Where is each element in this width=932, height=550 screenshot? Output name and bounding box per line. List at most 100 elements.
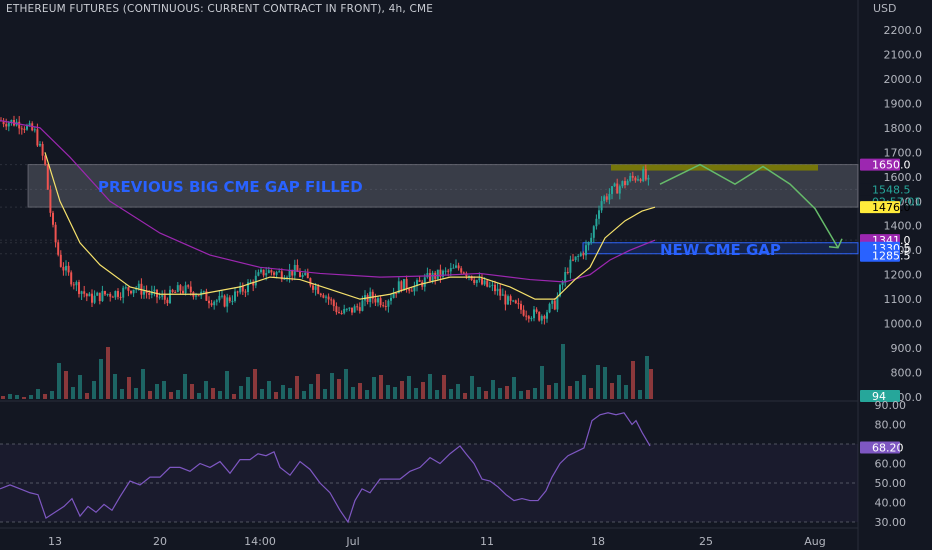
candle-body: [293, 264, 296, 276]
candle-body: [439, 269, 442, 277]
volume-bar: [568, 386, 572, 399]
volume-bar: [113, 374, 117, 399]
candle-body: [231, 300, 234, 302]
rsi-line: [0, 412, 651, 524]
candle-body: [72, 284, 75, 286]
candle-body: [356, 306, 359, 308]
price-tick-label: 1600.0: [884, 171, 923, 184]
volume-bar: [190, 384, 194, 399]
price-tick-label: 1000.0: [884, 318, 923, 331]
candle-body: [403, 279, 405, 291]
candle-body: [312, 285, 314, 290]
volume-bar: [106, 347, 110, 399]
volume-bars: [1, 344, 653, 399]
candle-body: [449, 268, 452, 272]
candle-body: [582, 253, 585, 256]
volume-bar: [428, 374, 432, 399]
new-gap-zone: [582, 242, 859, 255]
candle-body: [93, 295, 96, 303]
candle-body: [431, 272, 434, 282]
candle-body: [130, 290, 132, 294]
price-tag: 68.20: [860, 441, 904, 455]
candle-body: [234, 291, 236, 301]
candle-body: [522, 309, 525, 316]
candle-body: [447, 270, 450, 272]
candle-body: [205, 291, 208, 301]
candle-body: [631, 175, 634, 178]
candle-body: [358, 307, 361, 311]
candle-body: [26, 125, 28, 130]
candle-body: [569, 259, 572, 273]
candle-body: [470, 275, 473, 280]
candle-body: [132, 289, 135, 294]
time-tick-label: Aug: [804, 535, 825, 548]
candle-body: [416, 280, 418, 287]
candle-body: [270, 270, 273, 273]
candle-body: [283, 278, 286, 280]
volume-bar: [176, 390, 180, 399]
candle-body: [332, 300, 335, 307]
candle-body: [314, 286, 317, 290]
candle-body: [85, 293, 88, 297]
candle-body: [616, 183, 619, 194]
candle-body: [20, 128, 23, 130]
volume-bar: [36, 389, 40, 399]
candle-body: [397, 281, 400, 294]
candle-body: [176, 285, 179, 293]
candle-body: [478, 278, 481, 281]
candle-body: [535, 309, 538, 312]
candle-body: [249, 281, 252, 283]
volume-bar: [183, 374, 187, 399]
candle-body: [143, 291, 145, 295]
candle-body: [150, 291, 153, 295]
candle-body: [353, 306, 356, 313]
rsi-tick-label: 80.00: [875, 419, 907, 432]
currency-label: USD: [873, 2, 897, 15]
price-tag-label: 1476.0: [872, 201, 911, 214]
candle-body: [96, 292, 99, 296]
volume-bar: [379, 375, 383, 399]
candle-body: [538, 311, 541, 321]
candle-body: [405, 279, 408, 289]
volume-bar: [64, 371, 68, 399]
candle-body: [215, 300, 218, 302]
candle-body: [410, 290, 413, 292]
candle-body: [444, 270, 447, 272]
candle-body: [613, 183, 616, 187]
candle-body: [83, 291, 86, 294]
volume-bar: [631, 361, 635, 399]
candle-body: [2, 120, 5, 125]
candle-body: [195, 295, 197, 297]
candle-body: [208, 300, 210, 304]
candle-body: [525, 315, 528, 317]
volume-bar: [148, 391, 152, 399]
volume-bar: [120, 389, 124, 399]
candle-body: [457, 265, 460, 269]
candle-body: [104, 291, 106, 295]
candle-body: [488, 285, 491, 287]
candle-body: [590, 237, 593, 243]
volume-bar: [484, 391, 488, 399]
candle-body: [395, 293, 398, 295]
candle-body: [418, 280, 421, 282]
price-tag-bg: [860, 158, 900, 171]
new-gap-label: NEW CME GAP: [660, 241, 781, 259]
candle-body: [187, 285, 190, 287]
candle-body: [553, 300, 556, 310]
candle-body: [361, 300, 364, 311]
volume-bar: [582, 375, 586, 399]
candle-body: [475, 280, 478, 284]
volume-bar: [421, 382, 425, 399]
candle-body: [244, 291, 247, 293]
price-tick-label: 1700.0: [884, 146, 923, 159]
volume-bar: [589, 388, 593, 399]
volume-bar: [477, 387, 481, 399]
volume-bar: [351, 387, 355, 399]
candle-body: [366, 295, 369, 302]
rsi-tick-label: 60.00: [875, 458, 907, 471]
candle-body: [561, 282, 564, 285]
candle-body: [473, 279, 476, 284]
price-tick-label: 1100.0: [884, 293, 923, 306]
volume-bar: [169, 392, 173, 399]
